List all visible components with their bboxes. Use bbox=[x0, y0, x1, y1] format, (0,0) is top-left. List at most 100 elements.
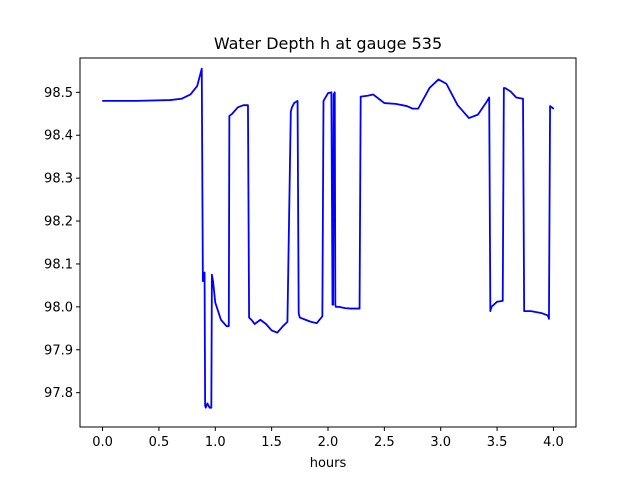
data-point bbox=[220, 319, 222, 321]
data-point bbox=[383, 102, 385, 104]
data-point bbox=[290, 111, 292, 113]
x-tick-label: 1.0 bbox=[205, 435, 226, 450]
data-point bbox=[457, 104, 459, 106]
x-tick-label: 4.0 bbox=[543, 435, 564, 450]
y-tick-label: 97.8 bbox=[44, 386, 73, 401]
y-tick-label: 98.5 bbox=[44, 86, 73, 101]
x-tick-label: 1.5 bbox=[261, 435, 282, 450]
data-point bbox=[286, 321, 289, 323]
data-point bbox=[406, 105, 408, 107]
data-point bbox=[228, 325, 230, 327]
data-point bbox=[242, 104, 245, 106]
x-tick-label: 3.5 bbox=[487, 435, 508, 450]
data-point bbox=[248, 316, 250, 319]
data-point bbox=[204, 404, 206, 407]
plot-area bbox=[79, 57, 577, 428]
data-point bbox=[344, 307, 346, 309]
data-point bbox=[250, 319, 252, 321]
data-point bbox=[293, 102, 295, 104]
x-axis-label: hours bbox=[310, 456, 347, 471]
data-point bbox=[211, 274, 213, 276]
data-point bbox=[372, 93, 374, 96]
data-point bbox=[547, 314, 549, 317]
data-point bbox=[298, 312, 300, 314]
data-point bbox=[411, 108, 414, 110]
data-point bbox=[135, 100, 137, 102]
data-point bbox=[202, 278, 205, 280]
data-point bbox=[355, 307, 357, 310]
x-tick-label: 3.0 bbox=[430, 435, 451, 450]
data-point bbox=[327, 92, 329, 94]
data-point bbox=[304, 319, 307, 321]
data-point bbox=[189, 93, 192, 96]
data-point bbox=[549, 105, 551, 107]
data-point bbox=[206, 402, 208, 404]
data-point bbox=[335, 306, 337, 308]
data-point bbox=[504, 87, 506, 89]
data-point bbox=[378, 98, 380, 100]
data-point bbox=[231, 113, 233, 115]
data-point bbox=[334, 304, 336, 306]
data-point bbox=[349, 307, 352, 310]
data-point bbox=[247, 104, 249, 106]
data-point bbox=[210, 407, 212, 409]
data-point bbox=[265, 323, 267, 325]
data-point bbox=[428, 87, 431, 89]
y-tick-label: 98.1 bbox=[44, 257, 73, 272]
data-point bbox=[503, 87, 505, 89]
data-point bbox=[366, 95, 369, 97]
data-point bbox=[332, 304, 334, 306]
y-axis: 97.8 97.9 98.0 98.1 98.2 98.3 98.4 98.5 bbox=[44, 86, 80, 401]
x-tick-label: 2.0 bbox=[318, 435, 339, 450]
data-point bbox=[490, 306, 493, 308]
data-point bbox=[310, 321, 312, 323]
data-point bbox=[510, 90, 512, 93]
data-point bbox=[333, 93, 335, 96]
data-point bbox=[321, 315, 323, 317]
data-point bbox=[180, 98, 183, 100]
data-point bbox=[205, 407, 207, 409]
data-point bbox=[169, 99, 171, 101]
data-point bbox=[228, 115, 230, 117]
data-point bbox=[358, 307, 361, 310]
data-point bbox=[338, 306, 340, 308]
x-tick-label: 2.5 bbox=[374, 435, 395, 450]
data-point bbox=[515, 96, 517, 99]
data-point bbox=[203, 271, 206, 274]
data-point bbox=[237, 106, 239, 108]
series-points bbox=[101, 68, 555, 409]
data-point bbox=[496, 301, 498, 303]
data-point bbox=[417, 108, 419, 110]
data-point bbox=[201, 68, 203, 70]
y-tick-label: 97.9 bbox=[44, 343, 73, 358]
data-point bbox=[259, 319, 261, 321]
x-axis: 0.0 0.5 1.0 1.5 2.0 2.5 3.0 3.5 4.0 bbox=[92, 427, 564, 450]
data-point bbox=[524, 310, 526, 312]
data-point bbox=[330, 91, 332, 93]
data-point bbox=[488, 96, 490, 99]
chart-title: Water Depth h at gauge 535 bbox=[214, 34, 442, 53]
data-point bbox=[214, 301, 216, 304]
data-point bbox=[299, 316, 301, 319]
y-tick-label: 98.0 bbox=[44, 300, 73, 315]
data-point bbox=[502, 300, 504, 302]
data-point bbox=[282, 325, 284, 327]
data-point bbox=[552, 108, 555, 110]
data-point bbox=[322, 100, 325, 102]
data-point bbox=[334, 91, 336, 93]
data-point bbox=[225, 325, 228, 327]
data-point bbox=[360, 96, 362, 98]
y-tick-label: 98.3 bbox=[44, 172, 73, 187]
data-point bbox=[522, 98, 524, 100]
data-point bbox=[276, 332, 278, 334]
data-point bbox=[291, 106, 293, 108]
x-tick-label: 0.5 bbox=[149, 435, 170, 450]
data-point bbox=[254, 323, 256, 325]
data-point bbox=[196, 85, 198, 87]
y-tick-label: 98.4 bbox=[44, 129, 73, 144]
x-tick-label: 0.0 bbox=[92, 435, 113, 450]
data-point bbox=[530, 310, 532, 312]
y-tick-label: 98.2 bbox=[44, 215, 73, 230]
